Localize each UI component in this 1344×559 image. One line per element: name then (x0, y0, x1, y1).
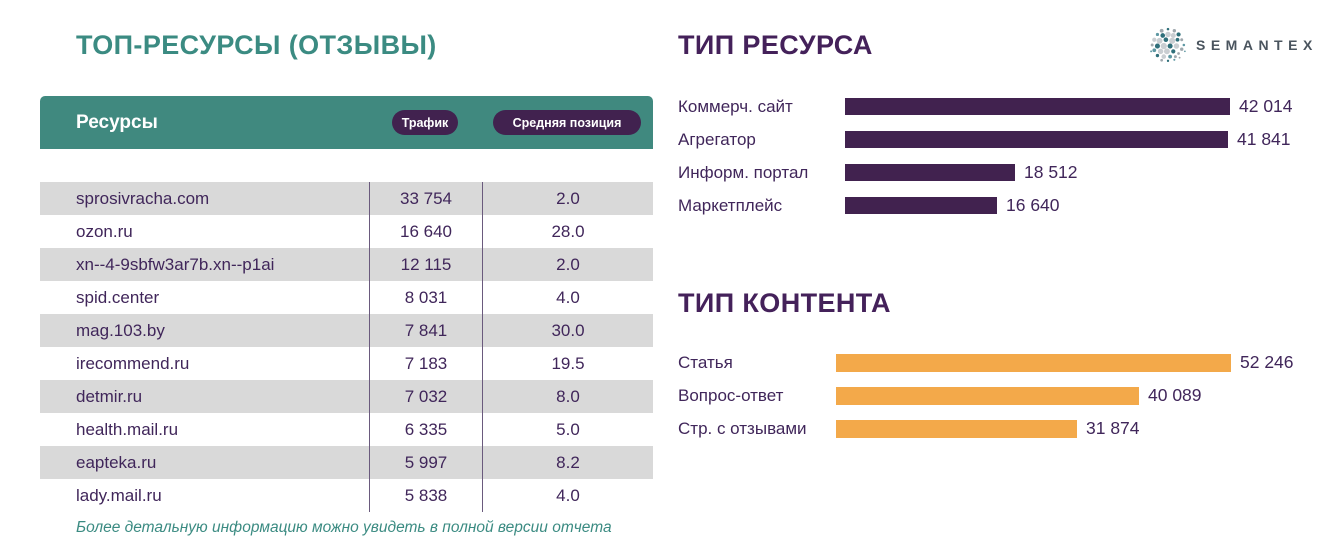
table-row: spid.center 8 031 4.0 (40, 281, 653, 314)
table-row: eapteka.ru 5 997 8.2 (40, 446, 653, 479)
resource-cell: sprosivracha.com (76, 188, 210, 208)
footnote-text: Более детальную информацию можно увидеть… (76, 519, 612, 536)
semantex-logo: SEMANTEX (1149, 26, 1318, 64)
traffic-badge: Трафик (392, 110, 458, 135)
chart-row: Коммерч. сайт 42 014 (678, 90, 1338, 123)
semantex-logo-icon (1150, 27, 1186, 62)
resource-cell: irecommend.ru (76, 353, 190, 373)
avg-position-cell: 30.0 (551, 320, 585, 340)
resource-cell: eapteka.ru (76, 452, 157, 472)
avg-position-cell: 19.5 (551, 353, 585, 373)
chart-row: Агрегатор 41 841 (678, 123, 1338, 156)
chart-bar (836, 386, 1139, 405)
traffic-cell: 5 997 (369, 446, 483, 479)
traffic-cell: 8 031 (369, 281, 483, 314)
traffic-cell: 6 335 (369, 413, 483, 446)
chart-row: Маркетплейс 16 640 (678, 189, 1338, 222)
table-row: detmir.ru 7 032 8.0 (40, 380, 653, 413)
chart-value-label: 40 089 (1148, 385, 1202, 405)
chart-bar (836, 419, 1077, 438)
traffic-cell: 7 841 (369, 314, 483, 347)
table-row: mag.103.by 7 841 30.0 (40, 314, 653, 347)
chart-row: Статья 52 246 (678, 346, 1338, 379)
chart-category-label: Вопрос-ответ (678, 385, 784, 405)
chart-bar (836, 353, 1231, 372)
chart-value-label: 52 246 (1240, 352, 1294, 372)
chart-value-label: 16 640 (1006, 195, 1060, 215)
avg-position-cell: 4.0 (556, 287, 580, 307)
column-header-resources: Ресурсы (76, 111, 158, 133)
avg-position-cell: 2.0 (556, 254, 580, 274)
traffic-cell: 7 032 (369, 380, 483, 413)
chart-bar (845, 164, 1015, 181)
chart-row: Информ. портал 18 512 (678, 156, 1338, 189)
content-type-chart-title: ТИП КОНТЕНТА (678, 288, 891, 318)
table-row: sprosivracha.com 33 754 2.0 (40, 182, 653, 215)
avg-position-cell: 4.0 (556, 485, 580, 505)
avg-position-cell: 8.2 (556, 452, 580, 472)
chart-row: Вопрос-ответ 40 089 (678, 379, 1338, 412)
table-row: health.mail.ru 6 335 5.0 (40, 413, 653, 446)
resources-table-header: Ресурсы Трафик Средняя позиция (40, 96, 653, 149)
avg-position-cell: 5.0 (556, 419, 580, 439)
chart-row: Стр. с отзывами 31 874 (678, 412, 1338, 445)
resource-cell: xn--4-9sbfw3ar7b.xn--p1ai (76, 254, 275, 274)
chart-category-label: Маркетплейс (678, 195, 783, 215)
traffic-cell: 16 640 (369, 215, 483, 248)
resource-type-chart: Коммерч. сайт 42 014 Агрегатор 41 841 Информ… (678, 90, 1338, 222)
table-row: irecommend.ru 7 183 19.5 (40, 347, 653, 380)
table-row: xn--4-9sbfw3ar7b.xn--p1ai 12 115 2.0 (40, 248, 653, 281)
content-type-chart: Статья 52 246 Вопрос-ответ 40 089 Стр. с отз… (678, 346, 1338, 445)
avg-position-cell: 8.0 (556, 386, 580, 406)
resources-table-body: sprosivracha.com 33 754 2.0 ozon.ru 16 640 28… (40, 182, 653, 512)
resource-cell: health.mail.ru (76, 419, 179, 439)
chart-value-label: 31 874 (1086, 418, 1140, 438)
chart-category-label: Информ. портал (678, 162, 809, 182)
semantex-logo-text: SEMANTEX (1196, 37, 1318, 53)
chart-category-label: Агрегатор (678, 129, 756, 149)
resource-cell: lady.mail.ru (76, 485, 162, 505)
traffic-cell: 12 115 (369, 248, 483, 281)
chart-value-label: 41 841 (1237, 129, 1291, 149)
table-row: ozon.ru 16 640 28.0 (40, 215, 653, 248)
chart-category-label: Стр. с отзывами (678, 418, 807, 438)
traffic-cell: 5 838 (369, 479, 483, 512)
chart-category-label: Статья (678, 352, 733, 372)
chart-category-label: Коммерч. сайт (678, 96, 793, 116)
chart-bar (845, 98, 1230, 115)
chart-value-label: 42 014 (1239, 96, 1293, 116)
resource-cell: detmir.ru (76, 386, 143, 406)
table-row: lady.mail.ru 5 838 4.0 (40, 479, 653, 512)
resource-cell: spid.center (76, 287, 160, 307)
avg-position-cell: 28.0 (551, 221, 585, 241)
avg-position-cell: 2.0 (556, 188, 580, 208)
chart-value-label: 18 512 (1024, 162, 1078, 182)
avg-position-badge: Средняя позиция (493, 110, 641, 135)
chart-bar (845, 131, 1228, 148)
traffic-cell: 33 754 (369, 182, 483, 215)
chart-bar (845, 197, 997, 214)
resource-cell: mag.103.by (76, 320, 165, 340)
resource-type-chart-title: ТИП РЕСУРСА (678, 30, 873, 60)
traffic-cell: 7 183 (369, 347, 483, 380)
resource-cell: ozon.ru (76, 221, 133, 241)
top-resources-title: ТОП-РЕСУРСЫ (ОТЗЫВЫ) (76, 30, 437, 60)
